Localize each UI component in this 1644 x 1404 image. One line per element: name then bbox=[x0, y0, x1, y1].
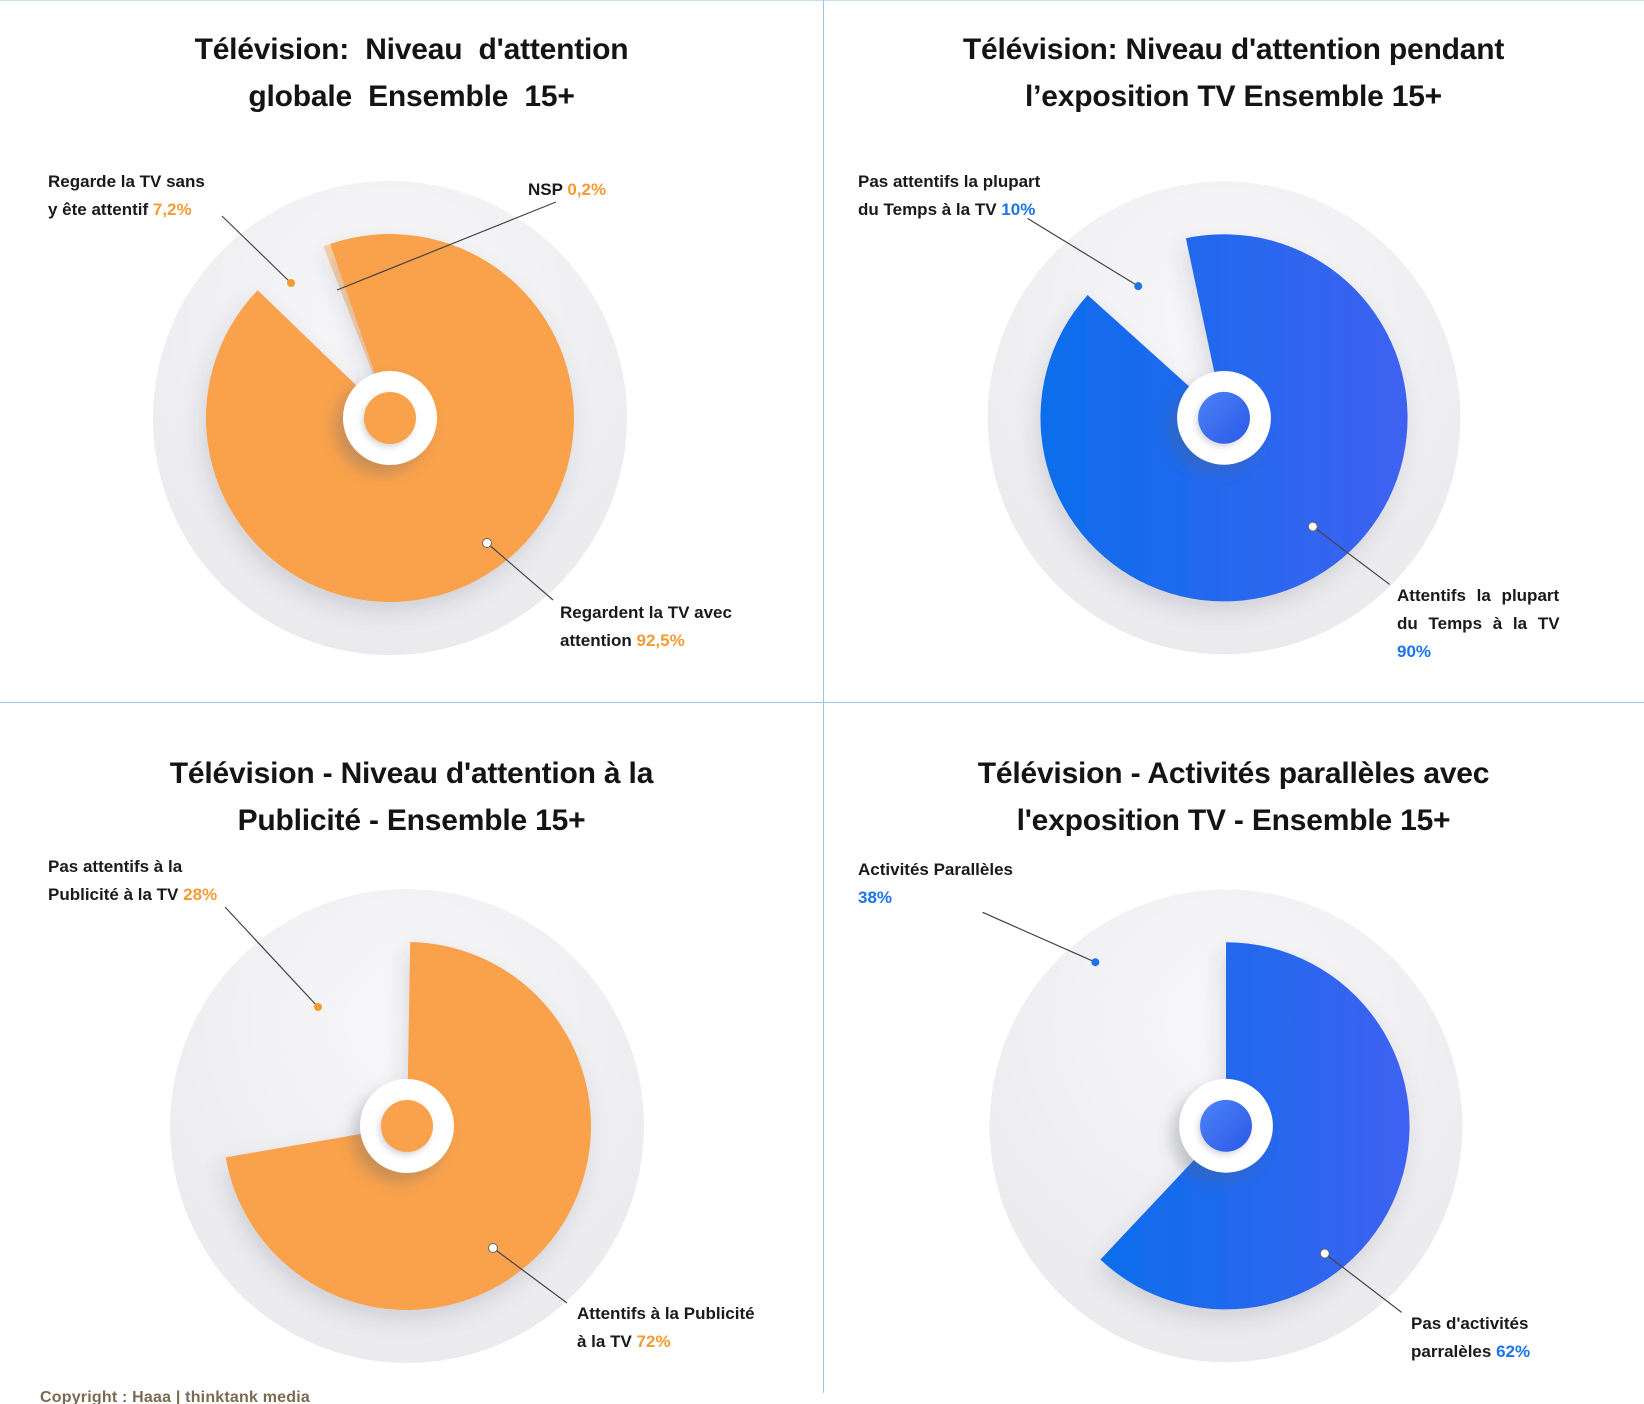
label-value: 72% bbox=[636, 1332, 671, 1351]
label-value: 92,5% bbox=[636, 631, 685, 650]
label-text: Attentifs à la Publicité à la TV bbox=[577, 1304, 755, 1351]
vertical-divider bbox=[823, 0, 824, 1393]
pie-attention-globale bbox=[0, 0, 823, 702]
chart-attention-publicite: Télévision - Niveau d'attention à la Pub… bbox=[0, 702, 823, 1404]
label-attentifs-publicite: Attentifs à la Publicité à la TV 72% bbox=[577, 1300, 777, 1356]
label-value: 38% bbox=[858, 888, 893, 907]
bottom-border bbox=[0, 0, 1644, 1]
pie-attention-publicite bbox=[0, 702, 823, 1404]
label-pas-attentifs-publicite: Pas attentifs à la Publicité à la TV 28% bbox=[48, 853, 238, 909]
label-text: NSP bbox=[528, 180, 568, 199]
label-text: Pas attentifs à la Publicité à la TV bbox=[48, 857, 183, 904]
pie-activites-paralleles bbox=[823, 702, 1644, 1404]
label-text: Regarde la TV sans y ête attentif bbox=[48, 172, 205, 219]
label-activites-paralleles: Activités Parallèles 38% bbox=[858, 856, 1068, 912]
chart-title-attention-exposition: Télévision: Niveau d'attention pendant l… bbox=[962, 33, 1505, 113]
label-text: Activités Parallèles bbox=[858, 860, 1013, 879]
chart-title-activites-paralleles: Télévision - Activités parallèles avec l… bbox=[977, 757, 1490, 837]
label-regardent-avec-attention: Regardent la TV avec attention 92,5% bbox=[560, 599, 770, 655]
label-text: Attentifs la plupart du Temps à la TV bbox=[1397, 586, 1560, 633]
label-value: 0,2% bbox=[567, 180, 607, 199]
chart-attention-globale: Télévision: Niveau d'attention globale E… bbox=[0, 0, 823, 702]
label-pas-activites-paralleles: Pas d'activités parralèles 62% bbox=[1411, 1310, 1601, 1366]
label-text: Pas d'activités parralèles bbox=[1411, 1314, 1529, 1361]
label-pas-attentifs-tv: Pas attentifs la plupart du Temps à la T… bbox=[858, 168, 1063, 224]
horizontal-divider bbox=[0, 702, 1644, 703]
label-value: 90% bbox=[1397, 642, 1432, 661]
label-text: Regardent la TV avec attention bbox=[560, 603, 732, 650]
chart-title-attention-publicite: Télévision - Niveau d'attention à la Pub… bbox=[169, 757, 654, 837]
label-attentifs-tv: Attentifs la plupart du Temps à la TV 90… bbox=[1397, 582, 1597, 666]
label-text: Pas attentifs la plupart du Temps à la T… bbox=[858, 172, 1041, 219]
label-value: 10% bbox=[1001, 200, 1036, 219]
copyright-text: Copyright : Haaa | thinktank media bbox=[40, 1389, 310, 1404]
label-value: 62% bbox=[1496, 1342, 1531, 1361]
chart-attention-exposition: Télévision: Niveau d'attention pendant l… bbox=[823, 0, 1644, 702]
chart-activites-paralleles: Télévision - Activités parallèles avec l… bbox=[823, 702, 1644, 1404]
label-regarde-sans-attention: Regarde la TV sans y ête attentif 7,2% bbox=[48, 168, 233, 224]
label-value: 7,2% bbox=[152, 200, 192, 219]
pie-attention-exposition bbox=[823, 0, 1644, 702]
label-value: 28% bbox=[183, 885, 218, 904]
label-nsp: NSP 0,2% bbox=[528, 176, 668, 204]
chart-title-attention-globale: Télévision: Niveau d'attention globale E… bbox=[194, 33, 629, 113]
